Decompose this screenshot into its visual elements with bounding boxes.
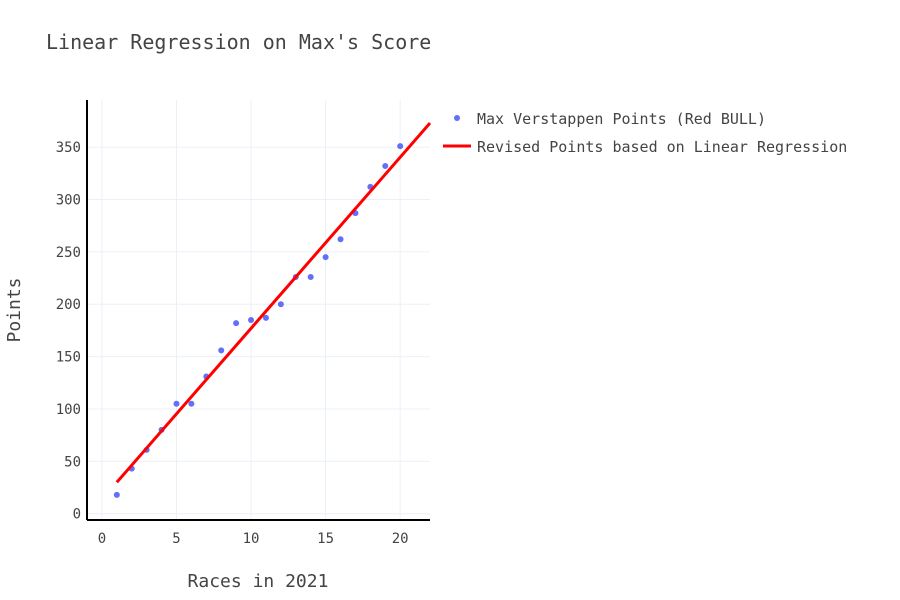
x-tick-label: 15 [317,531,334,547]
legend-label-scatter: Max Verstappen Points (Red BULL) [477,110,766,128]
y-tick-label: 250 [56,245,81,261]
data-point [397,143,404,150]
data-point [188,400,195,407]
y-tick-labels: 0 50 100 150 200 250 300 350 [56,140,81,523]
x-tick-labels: 0 5 10 15 20 [98,531,409,547]
legend-item-line[interactable]: Revised Points based on Linear Regressio… [443,138,847,156]
grid [87,100,430,520]
legend[interactable]: Max Verstappen Points (Red BULL) Revised… [443,110,847,156]
y-tick-label: 100 [56,402,81,418]
y-tick-label: 150 [56,350,81,366]
y-tick-label: 200 [56,297,81,313]
y-tick-label: 50 [64,454,81,470]
legend-label-line: Revised Points based on Linear Regressio… [477,138,847,156]
data-point [233,320,240,327]
data-point [218,347,225,354]
x-tick-label: 0 [98,531,106,547]
y-tick-label: 300 [56,193,81,209]
x-axis-title: Races in 2021 [188,571,329,592]
regression-line [115,122,432,484]
data-point [337,236,344,243]
chart-title: Linear Regression on Max's Score [46,30,431,54]
data-point [248,316,255,323]
data-point [322,254,329,261]
data-point [262,314,269,321]
data-point [113,491,120,498]
y-axis-title: Points [4,277,25,342]
y-tick-label: 350 [56,140,81,156]
plot-area [113,122,432,498]
x-tick-label: 10 [243,531,260,547]
x-tick-label: 5 [172,531,180,547]
data-point [307,274,314,281]
x-tick-label: 20 [392,531,409,547]
data-point [277,301,284,308]
data-point [382,162,389,169]
data-point [173,400,180,407]
legend-item-scatter[interactable]: Max Verstappen Points (Red BULL) [454,110,766,128]
y-tick-label: 0 [73,507,81,523]
legend-marker-scatter [454,115,460,121]
